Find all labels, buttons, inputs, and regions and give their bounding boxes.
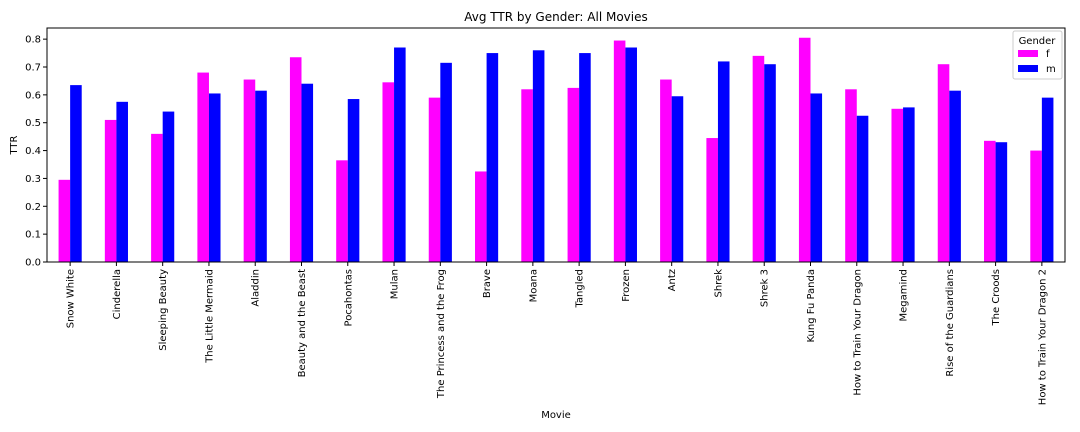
bar-f-12 [613, 40, 626, 262]
x-tick-label: Aladdin [251, 269, 262, 307]
bar-m-15 [764, 64, 776, 263]
x-tick-label: Rise of the Guardians [945, 269, 956, 377]
bar-m-10 [532, 50, 545, 262]
x-tick-label: Sleeping Beauty [158, 269, 169, 351]
y-axis: 0.0 0.1 0.2 0.3 0.4 0.5 0.6 0.7 0.8 [25, 35, 47, 269]
bar-m-19 [949, 90, 961, 263]
legend-label-f: f [1046, 49, 1050, 60]
x-tick-label: Tangled [575, 269, 586, 309]
x-axis: Snow White Cinderella Sleeping Beauty The L… [66, 262, 1048, 405]
bar-f-14 [706, 138, 718, 262]
x-tick-label: The Croods [991, 269, 1002, 326]
x-tick-label: Frozen [621, 269, 632, 302]
x-tick-label: The Princess and the Frog [436, 269, 447, 399]
x-tick-label: The Little Mermaid [204, 269, 215, 364]
bar-f-6 [336, 160, 348, 262]
x-tick-label: Pocahontas [343, 269, 354, 326]
x-tick-label: How to Train Your Dragon [852, 269, 863, 396]
bar-m-18 [903, 107, 915, 262]
bar-m-7 [394, 47, 406, 262]
legend-swatch-f [1018, 50, 1038, 57]
bar-f-21 [1030, 150, 1042, 262]
y-axis-label: TTR [9, 135, 20, 155]
bar-f-13 [660, 79, 672, 262]
bar-f-20 [984, 140, 996, 262]
bar-m-16 [810, 93, 823, 263]
bar-f-16 [798, 37, 811, 262]
bar-f-2 [151, 133, 163, 262]
x-tick-label: How to Train Your Dragon 2 [1037, 269, 1048, 405]
bar-m-6 [347, 99, 360, 262]
chart-title: Avg TTR by Gender: All Movies [464, 10, 648, 24]
bar-f-1 [104, 119, 117, 263]
bar-m-8 [440, 62, 452, 262]
x-tick-label: Brave [482, 269, 493, 298]
bar-m-9 [486, 53, 499, 262]
legend-label-m: m [1046, 64, 1056, 75]
bar-f-4 [243, 79, 256, 262]
y-tick-label: 0.1 [25, 230, 41, 241]
x-tick-label: Moana [528, 269, 539, 302]
y-tick-label: 0.4 [25, 146, 41, 157]
bar-m-2 [162, 111, 175, 262]
bar-m-1 [116, 101, 128, 262]
bar-m-5 [301, 83, 314, 263]
bar-f-9 [475, 171, 487, 262]
bar-f-5 [289, 57, 302, 262]
bar-m-14 [717, 61, 730, 263]
y-tick-label: 0.8 [25, 35, 41, 46]
bar-f-8 [428, 97, 441, 262]
bar-m-4 [255, 90, 267, 263]
bar-m-11 [579, 53, 591, 262]
bar-m-20 [995, 142, 1008, 262]
bar-m-12 [625, 47, 637, 262]
x-tick-label: Megamind [899, 269, 910, 321]
legend-swatch-m [1018, 65, 1038, 72]
x-tick-label: Beauty and the Beast [297, 269, 308, 377]
bar-m-17 [856, 115, 869, 262]
bar-f-17 [845, 89, 857, 262]
bar-m-21 [1041, 97, 1054, 262]
x-tick-label: Antz [667, 269, 678, 291]
x-tick-label: Snow White [66, 269, 77, 328]
y-tick-label: 0.2 [25, 202, 41, 213]
y-tick-label: 0.7 [25, 63, 41, 74]
x-tick-label: Kung Fu Panda [806, 269, 817, 343]
bar-m-13 [671, 96, 684, 262]
bar-f-7 [382, 82, 395, 262]
bar-f-19 [937, 64, 950, 263]
legend-title: Gender [1019, 36, 1057, 47]
bar-m-3 [208, 93, 221, 263]
bar-f-0 [58, 179, 71, 262]
y-tick-label: 0.6 [25, 90, 41, 101]
x-axis-label: Movie [541, 410, 571, 421]
y-tick-label: 0.0 [25, 258, 41, 269]
bar-f-10 [521, 89, 533, 262]
y-tick-label: 0.3 [25, 174, 41, 185]
y-tick-label: 0.5 [25, 118, 41, 129]
legend: Gender f m [1012, 30, 1063, 80]
bar-f-18 [891, 108, 904, 262]
x-tick-label: Mulan [390, 269, 401, 299]
x-tick-label: Shrek [713, 269, 724, 298]
plot-area [46, 27, 1066, 263]
plot-frame [46, 27, 1066, 263]
x-tick-label: Cinderella [112, 269, 123, 319]
bar-f-15 [752, 55, 765, 262]
bar-f-3 [197, 72, 209, 262]
bar-m-0 [70, 85, 82, 262]
bar-f-11 [567, 87, 580, 262]
x-tick-label: Shrek 3 [760, 269, 771, 307]
